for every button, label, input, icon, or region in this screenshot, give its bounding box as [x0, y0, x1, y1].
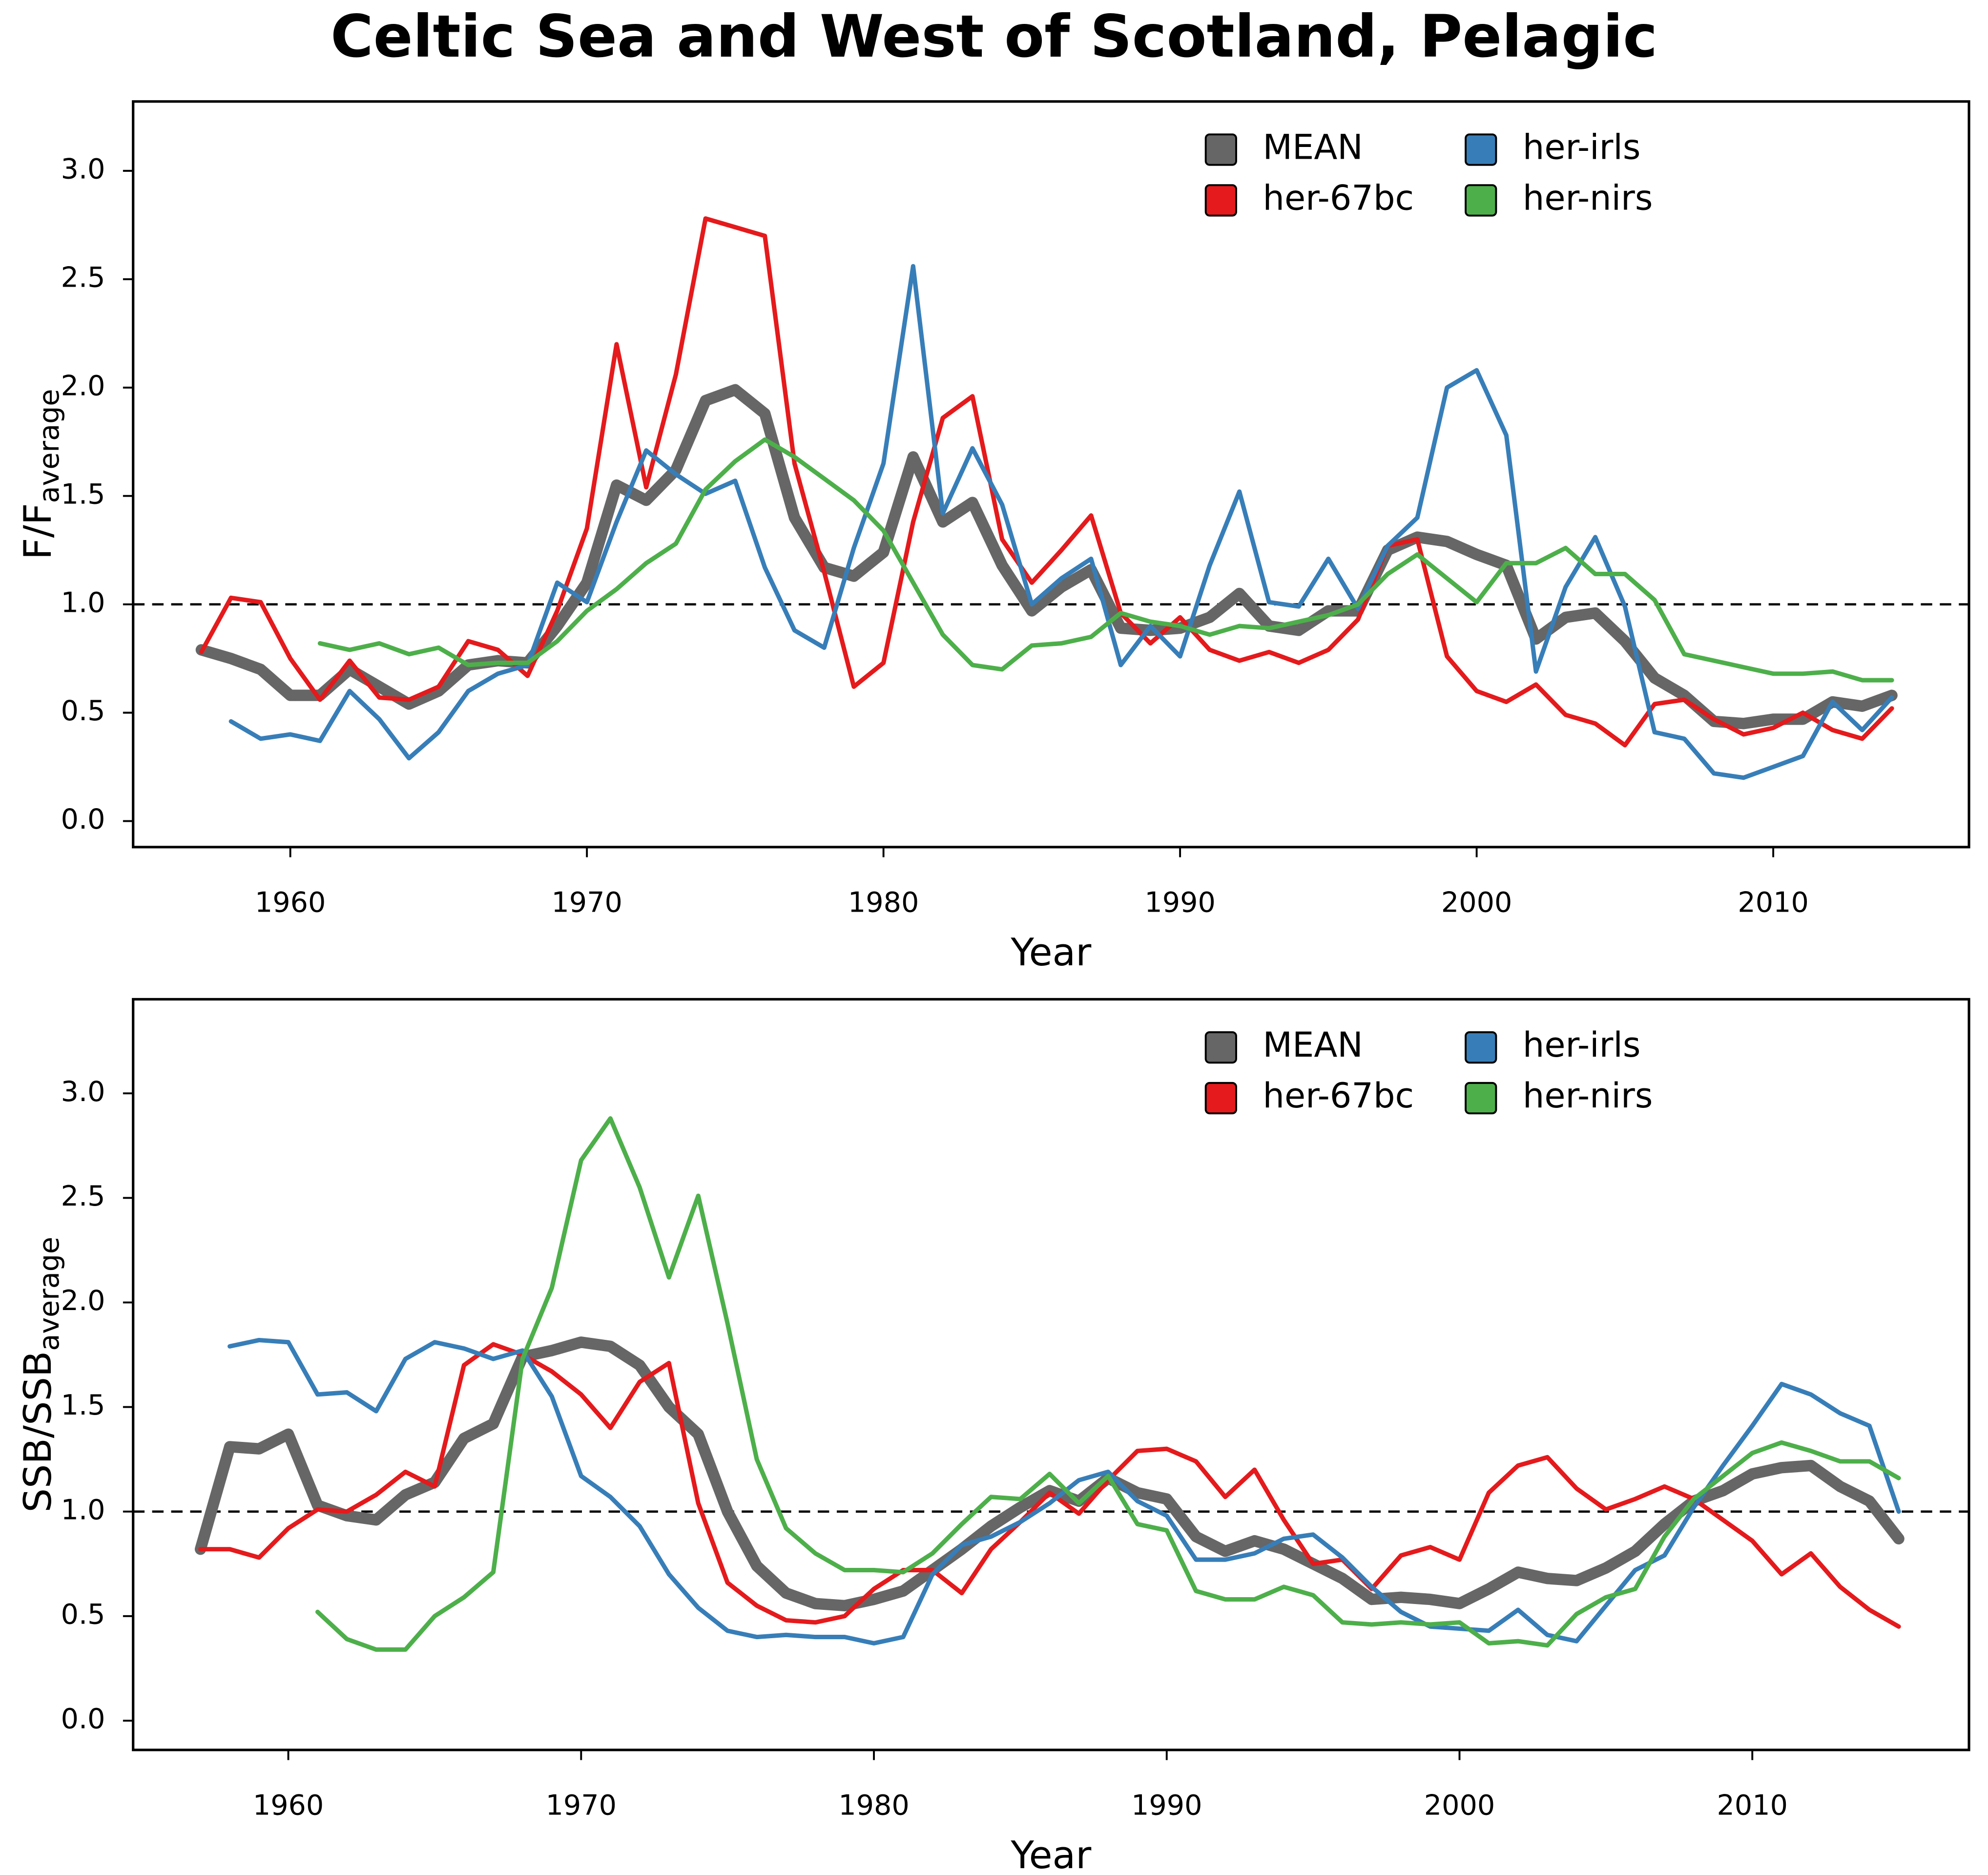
legend-label: her-irls: [1523, 1025, 1641, 1065]
y-tick-label: 1.0: [61, 586, 105, 619]
y-tick-label: 1.5: [61, 478, 105, 510]
x-tick-label: 1980: [838, 1789, 909, 1821]
legend-label: her-nirs: [1523, 178, 1653, 218]
x-tick-label: 1980: [848, 886, 919, 918]
x-tick-label: 1970: [551, 886, 622, 918]
legend-swatch: [1465, 184, 1497, 217]
x-tick-label: 2000: [1441, 886, 1512, 918]
series-line: [228, 264, 1894, 780]
y-axis-label: SSB/SSBaverage: [17, 1237, 65, 1513]
y-tick-label: 2.5: [61, 261, 105, 293]
x-tick-label: 2000: [1424, 1789, 1495, 1821]
y-tick-label: 2.5: [61, 1180, 105, 1212]
x-tick-label: 1960: [255, 886, 326, 918]
legend-swatch: [1465, 1082, 1497, 1115]
legend-label: her-67bc: [1263, 178, 1414, 218]
y-tick-label: 2.0: [61, 1285, 105, 1317]
legend-swatch: [1204, 1031, 1237, 1064]
y-axis-label-sub: average: [33, 1237, 65, 1351]
legend-swatch: [1204, 133, 1237, 166]
y-tick-label: 3.0: [61, 153, 105, 185]
legend-label: MEAN: [1263, 1025, 1363, 1065]
y-axis-label: F/Faverage: [17, 389, 65, 560]
x-axis-label: Year: [1010, 1833, 1092, 1875]
series-line: [195, 384, 1898, 729]
legend-swatch: [1465, 1031, 1497, 1064]
x-tick-label: 1970: [546, 1789, 617, 1821]
plot-area: [195, 216, 1898, 780]
y-tick-label: 1.5: [61, 1389, 105, 1421]
chart-title: Celtic Sea and West of Scotland, Pelagic: [331, 3, 1657, 71]
plot-area: [194, 1116, 1905, 1652]
y-axis-label-sub: average: [33, 389, 65, 503]
x-axis-label: Year: [1010, 931, 1092, 975]
x-tick-label: 2010: [1717, 1789, 1788, 1821]
y-tick-label: 1.0: [61, 1494, 105, 1526]
y-tick-label: 3.0: [61, 1076, 105, 1108]
legend-label: her-nirs: [1523, 1076, 1653, 1116]
y-tick-label: 0.0: [61, 803, 105, 835]
series-line: [198, 1342, 1901, 1629]
y-axis-label-main: F/F: [17, 503, 61, 560]
x-tick-label: 1960: [253, 1789, 324, 1821]
y-tick-label: 0.5: [61, 1598, 105, 1630]
y-tick-label: 2.0: [61, 370, 105, 402]
series-line: [315, 1116, 1901, 1652]
legend-swatch: [1204, 1082, 1237, 1115]
series-line: [317, 437, 1894, 683]
y-tick-label: 0.0: [61, 1703, 105, 1735]
legend-label: her-irls: [1523, 127, 1641, 167]
x-tick-label: 2010: [1738, 886, 1808, 918]
legend-swatch: [1465, 133, 1497, 166]
legend-label: MEAN: [1263, 127, 1363, 167]
legend-label: her-67bc: [1263, 1076, 1414, 1116]
x-tick-label: 1990: [1144, 886, 1215, 918]
plot-frame: [132, 998, 1970, 1751]
plot-frame: [132, 100, 1970, 849]
series-line: [199, 216, 1894, 748]
series-line: [228, 1337, 1901, 1646]
legend-swatch: [1204, 184, 1237, 217]
x-tick-label: 1990: [1131, 1789, 1202, 1821]
y-tick-label: 0.5: [61, 695, 105, 727]
y-axis-label-main: SSB/SSB: [17, 1351, 61, 1513]
